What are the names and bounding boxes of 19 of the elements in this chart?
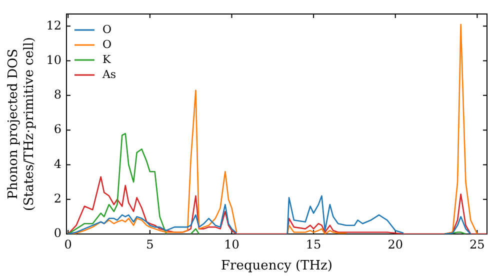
y-tick-label: 4 [54, 156, 62, 171]
legend-label: As [101, 68, 116, 81]
y-axis-title: Phonon projected DOS (States/THz·primitive cell) [6, 36, 37, 212]
legend-label: O [102, 22, 112, 36]
y-tick-label: 10 [46, 52, 62, 67]
x-tick-label: 10 [224, 237, 240, 252]
y-tick-label: 2 [54, 191, 62, 206]
y-tick-label: 8 [54, 88, 62, 102]
y-tick-label: 12 [46, 18, 62, 32]
x-tick-label: 15 [306, 237, 322, 252]
x-tick-label: 20 [388, 237, 404, 252]
y-tick-label: 0 [54, 226, 62, 240]
x-tick-label: 5 [146, 237, 154, 252]
x-tick-label: 25 [470, 237, 485, 252]
x-tick-label: 0 [64, 237, 72, 252]
x-axis-title: Frequency (THz) [221, 258, 332, 274]
y-tick-label: 6 [54, 122, 62, 136]
legend-label: K [102, 52, 112, 66]
legend-label: O [102, 38, 112, 51]
